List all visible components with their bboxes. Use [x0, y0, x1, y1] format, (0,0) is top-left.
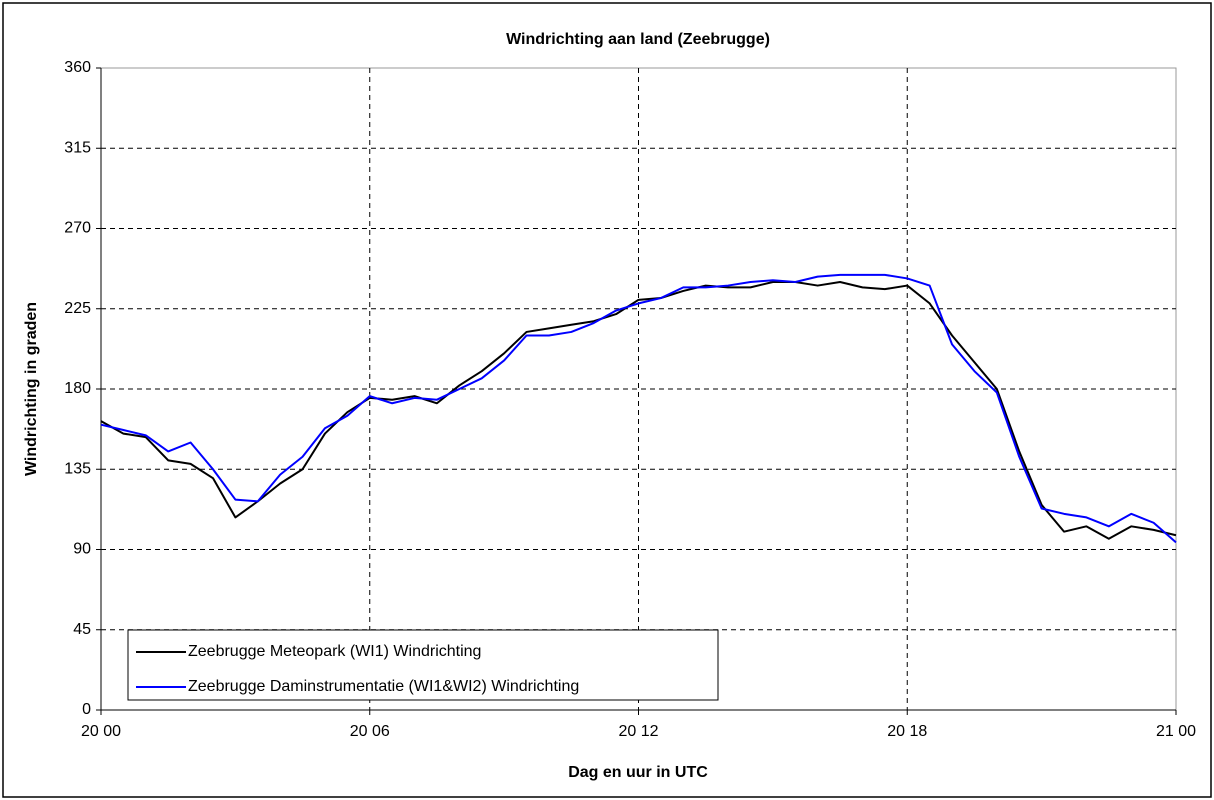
x-axis-label: Dag en uur in UTC: [568, 764, 708, 781]
y-tick-label: 225: [64, 300, 91, 317]
y-axis-label: Windrichting in graden: [23, 302, 40, 476]
y-tick-label: 270: [64, 220, 91, 237]
y-tick-label: 135: [64, 460, 91, 477]
x-tick-label: 20 18: [887, 723, 927, 740]
x-tick-label: 20 00: [81, 723, 121, 740]
y-tick-label: 90: [73, 541, 91, 558]
y-tick-label: 45: [73, 621, 91, 638]
y-tick-label: 315: [64, 139, 91, 156]
series-line: [100, 273, 1177, 544]
legend-label: Zeebrugge Meteopark (WI1) Windrichting: [188, 643, 481, 660]
y-tick-label: 180: [64, 380, 91, 397]
y-tick-label: 360: [64, 59, 91, 76]
series-line: [100, 281, 1177, 540]
y-tick-label: 0: [82, 701, 91, 718]
x-tick-label: 20 12: [618, 723, 658, 740]
x-tick-label: 20 06: [350, 723, 390, 740]
legend-label: Zeebrugge Daminstrumentatie (WI1&WI2) Wi…: [188, 678, 579, 695]
legend-box: [127, 629, 719, 701]
x-tick-label: 21 00: [1156, 723, 1196, 740]
chart-title: Windrichting aan land (Zeebrugge): [506, 31, 770, 48]
